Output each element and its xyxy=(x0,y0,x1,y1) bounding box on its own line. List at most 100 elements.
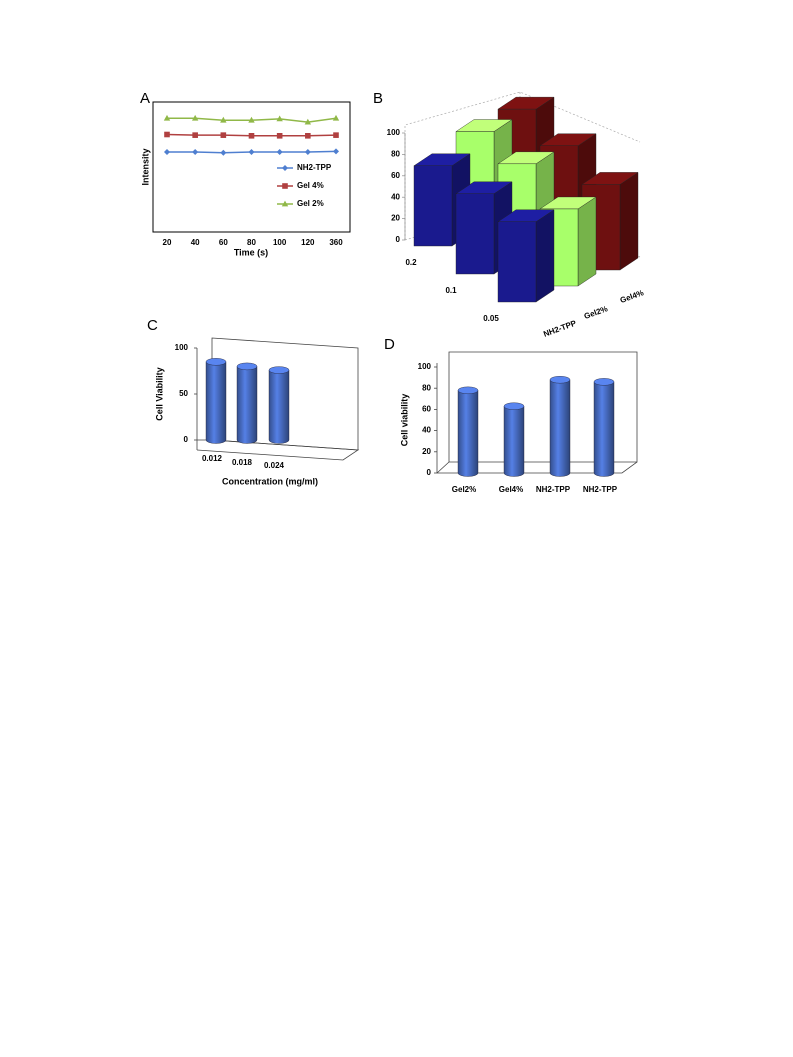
x-tick-label: Gel4% xyxy=(499,485,523,494)
point xyxy=(304,118,312,125)
point xyxy=(192,132,198,138)
x-tick-label: 360 xyxy=(329,238,343,247)
plot-frame xyxy=(152,101,351,233)
point xyxy=(220,132,227,138)
x-tick-label: 60 xyxy=(219,238,228,247)
point xyxy=(276,149,283,156)
x-tick-label: 40 xyxy=(191,238,200,247)
point xyxy=(333,148,339,155)
legend-marker xyxy=(282,183,288,189)
category-label: 0.1 xyxy=(445,286,457,295)
point xyxy=(248,116,255,123)
cylinder-top xyxy=(457,386,479,395)
cylinder xyxy=(503,402,525,477)
cylinder-frame xyxy=(436,351,638,474)
cylinder-top xyxy=(549,376,571,384)
panel-label: C xyxy=(147,317,158,334)
bar xyxy=(497,209,555,303)
x-axis-label: Time (s) xyxy=(234,247,268,257)
x-tick-label: 20 xyxy=(163,238,172,247)
cylinder xyxy=(457,386,479,477)
point xyxy=(220,116,227,123)
point xyxy=(333,132,339,138)
y-tick-label: 40 xyxy=(422,426,431,435)
x-tick-label: 0.012 xyxy=(202,454,223,463)
x-tick-label: 0.018 xyxy=(232,458,253,467)
y-tick-label: 0 xyxy=(427,468,432,477)
legend-label: NH2-TPP xyxy=(297,163,332,172)
cylinder-top xyxy=(268,366,290,374)
cylinder xyxy=(268,366,290,444)
y-tick-label: 60 xyxy=(422,405,431,414)
cylinder-body xyxy=(457,390,479,477)
point xyxy=(276,133,283,139)
y-tick-label: 0 xyxy=(396,235,401,244)
cylinder-body xyxy=(268,369,290,444)
x-tick-label: 100 xyxy=(273,238,287,247)
category-label: 0.05 xyxy=(483,314,499,323)
x-tick-label: 120 xyxy=(301,238,315,247)
point xyxy=(164,149,170,156)
y-tick-label: 50 xyxy=(179,389,188,398)
y-tick-label: 20 xyxy=(422,447,431,456)
point xyxy=(305,133,311,139)
cylinder-body xyxy=(593,381,615,477)
category-label: 0.2 xyxy=(405,258,417,267)
x-tick-label: NH2-TPP xyxy=(536,485,571,494)
point xyxy=(304,149,311,156)
bar-side xyxy=(619,172,639,271)
bar-side xyxy=(577,196,597,287)
cylinder-top xyxy=(503,402,525,410)
x-axis-label: Concentration (mg/ml) xyxy=(222,476,318,486)
cylinder xyxy=(549,376,571,477)
panel-label: A xyxy=(140,90,150,107)
y-tick-label: 60 xyxy=(391,171,400,180)
x-tick-label: 80 xyxy=(247,238,256,247)
point xyxy=(248,133,255,139)
bar-front xyxy=(497,221,537,303)
legend-marker xyxy=(281,200,289,207)
cylinder-top xyxy=(593,378,615,386)
y-tick-label: 100 xyxy=(175,343,189,352)
legend-marker xyxy=(282,165,288,171)
x-tick-label: Gel2% xyxy=(452,485,476,494)
cylinder-body xyxy=(549,379,571,477)
y-tick-label: 80 xyxy=(422,383,431,392)
cylinder xyxy=(593,378,615,477)
y-tick-label: 100 xyxy=(418,362,432,371)
y-tick-label: 0 xyxy=(184,435,189,444)
cylinder xyxy=(236,362,258,444)
y-axis-label: Intensity xyxy=(140,148,150,185)
panel-label: B xyxy=(373,90,383,107)
bar-side xyxy=(535,209,555,303)
cylinder-top xyxy=(236,362,258,371)
point xyxy=(276,115,283,122)
y-axis-label: Cell viability xyxy=(399,394,409,447)
y-tick-label: 40 xyxy=(391,192,400,201)
bar-front xyxy=(413,165,453,247)
x-tick-label: 0.024 xyxy=(264,461,285,470)
cylinder-body xyxy=(503,406,525,477)
point xyxy=(164,131,170,138)
point xyxy=(163,114,171,121)
legend-label: Gel 2% xyxy=(297,199,324,208)
cylinder xyxy=(205,358,227,444)
point xyxy=(192,149,199,156)
y-tick-label: 80 xyxy=(391,150,400,159)
cylinder-body xyxy=(236,366,258,444)
y-tick-label: 20 xyxy=(391,214,400,223)
y-tick-label: 100 xyxy=(387,128,401,137)
cylinder-body xyxy=(205,361,227,444)
point xyxy=(332,114,340,121)
point xyxy=(191,114,199,121)
bar-front xyxy=(455,193,495,275)
panel-label: D xyxy=(384,336,395,353)
y-axis-label: Cell Viability xyxy=(154,367,164,420)
point xyxy=(220,149,227,156)
point xyxy=(248,149,255,156)
cylinder-top xyxy=(205,358,227,366)
legend-label: Gel 4% xyxy=(297,181,324,190)
x-tick-label: NH2-TPP xyxy=(583,485,618,494)
